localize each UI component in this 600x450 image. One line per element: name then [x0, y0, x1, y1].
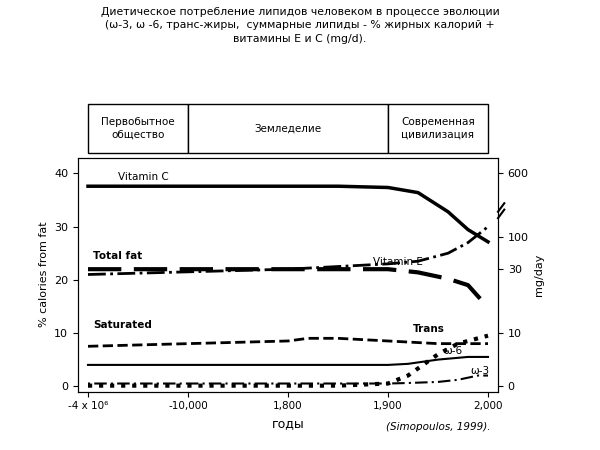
Text: Современная
цивилизация: Современная цивилизация [401, 117, 475, 139]
Text: Vitamin C: Vitamin C [118, 172, 169, 182]
Text: Первобытное
общество: Первобытное общество [101, 117, 175, 139]
Text: (Simopoulos, 1999).: (Simopoulos, 1999). [386, 422, 490, 432]
Text: Trans: Trans [413, 324, 445, 334]
Text: витамины Е и C (mg/d).: витамины Е и C (mg/d). [233, 34, 367, 44]
Text: Vitamin E: Vitamin E [373, 257, 423, 267]
Text: ω-3: ω-3 [470, 366, 489, 377]
Y-axis label: % calories from fat: % calories from fat [38, 222, 49, 327]
Text: Диетическое потребление липидов человеком в процессе эволюции: Диетическое потребление липидов человеко… [101, 7, 499, 17]
Text: Saturated: Saturated [93, 320, 152, 330]
X-axis label: годы: годы [272, 417, 304, 430]
Text: ω-6: ω-6 [443, 346, 462, 356]
Text: Total fat: Total fat [93, 251, 142, 261]
Text: (ω-3, ω -6, транс-жиры,  суммарные липиды - % жирных калорий +: (ω-3, ω -6, транс-жиры, суммарные липиды… [105, 20, 495, 30]
Text: Земледелие: Земледелие [254, 123, 322, 133]
Y-axis label: mg/day: mg/day [534, 253, 544, 296]
